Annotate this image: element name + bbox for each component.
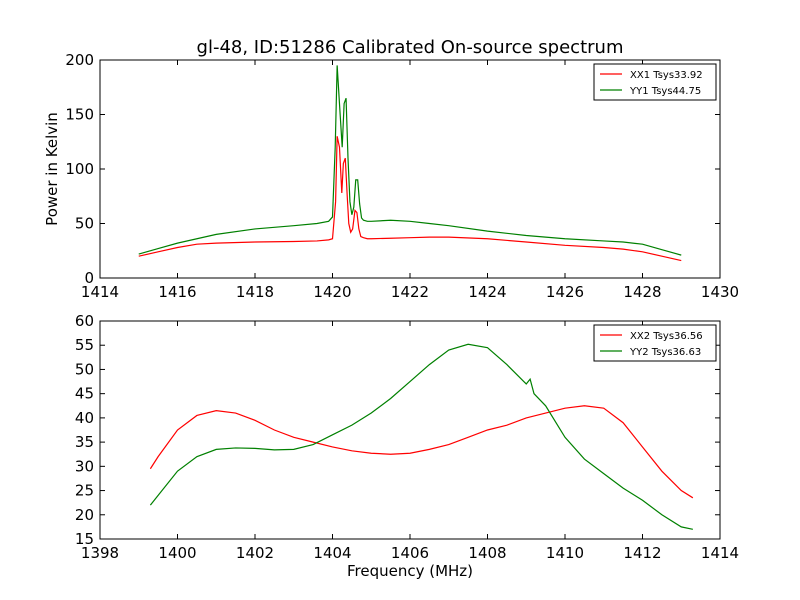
top-y-tick-label: 100 (65, 160, 94, 178)
figure-title: gl-48, ID:51286 Calibrated On-source spe… (197, 37, 624, 58)
bottom-y-tick-label: 35 (75, 433, 94, 451)
top-legend-box (593, 63, 717, 101)
bottom-y-tick-label: 60 (75, 312, 94, 330)
bottom-x-tick-label: 1408 (468, 544, 506, 562)
top-x-tick-label: 1416 (158, 283, 196, 301)
bottom-legend-entry-1: XX2 Tsys36.56 (630, 331, 703, 342)
bottom-legend-box (593, 324, 717, 362)
bottom-y-tick-label: 15 (75, 530, 94, 548)
top-x-tick-label: 1428 (623, 283, 661, 301)
top-x-tick-label: 1418 (236, 283, 274, 301)
top-legend-entry-1: XX1 Tsys33.92 (630, 70, 703, 81)
bottom-x-tick-label: 1406 (391, 544, 429, 562)
top-y-tick-label: 150 (65, 106, 94, 124)
bottom-x-tick-label: 1412 (623, 544, 661, 562)
top-x-tick-label: 1426 (546, 283, 584, 301)
bottom-x-tick-label: 1404 (313, 544, 351, 562)
top-x-tick-label: 1414 (81, 283, 119, 301)
top-plot: 1414 1416 1418 1420 1422 1424 1426 1428 1430 0 50 1… (43, 51, 739, 301)
bottom-x-tick-label: 1414 (701, 544, 739, 562)
bottom-plot: 1398 1400 1402 1404 1406 1408 1410 1412 1414 15 20… (75, 312, 739, 580)
bottom-x-tick-label: 1398 (81, 544, 119, 562)
bottom-x-tick-label: 1400 (158, 544, 196, 562)
top-y-axis-label: Power in Kelvin (43, 112, 61, 226)
top-legend-entry-2: YY1 Tsys44.75 (629, 86, 701, 97)
bottom-y-tick-label: 30 (75, 457, 94, 475)
top-y-tick-label: 200 (65, 51, 94, 69)
bottom-y-tick-label: 55 (75, 336, 94, 354)
bottom-legend: XX2 Tsys36.56 YY2 Tsys36.63 (593, 324, 717, 362)
bottom-x-tick-label: 1410 (546, 544, 584, 562)
top-y-tick-label: 0 (84, 269, 94, 287)
top-legend: XX1 Tsys33.92 YY1 Tsys44.75 (593, 63, 717, 101)
top-series-line-1 (138, 136, 682, 262)
bottom-y-tick-label: 50 (75, 360, 94, 378)
bottom-series-line-1 (149, 405, 694, 499)
top-x-tick-label: 1420 (313, 283, 351, 301)
bottom-x-tick-label: 1402 (236, 544, 274, 562)
bottom-x-axis-label: Frequency (MHz) (347, 562, 473, 580)
top-y-tick-label: 50 (75, 215, 94, 233)
top-x-tick-label: 1424 (468, 283, 506, 301)
top-series-line-2 (138, 65, 682, 256)
top-x-tick-label: 1430 (701, 283, 739, 301)
bottom-legend-entry-2: YY2 Tsys36.63 (629, 347, 701, 358)
top-x-tick-label: 1422 (391, 283, 429, 301)
bottom-y-tick-label: 40 (75, 409, 94, 427)
bottom-series-line-2 (149, 343, 693, 530)
bottom-y-tick-label: 20 (75, 506, 94, 524)
bottom-y-tick-label: 25 (75, 482, 94, 500)
bottom-y-tick-label: 45 (75, 385, 94, 403)
